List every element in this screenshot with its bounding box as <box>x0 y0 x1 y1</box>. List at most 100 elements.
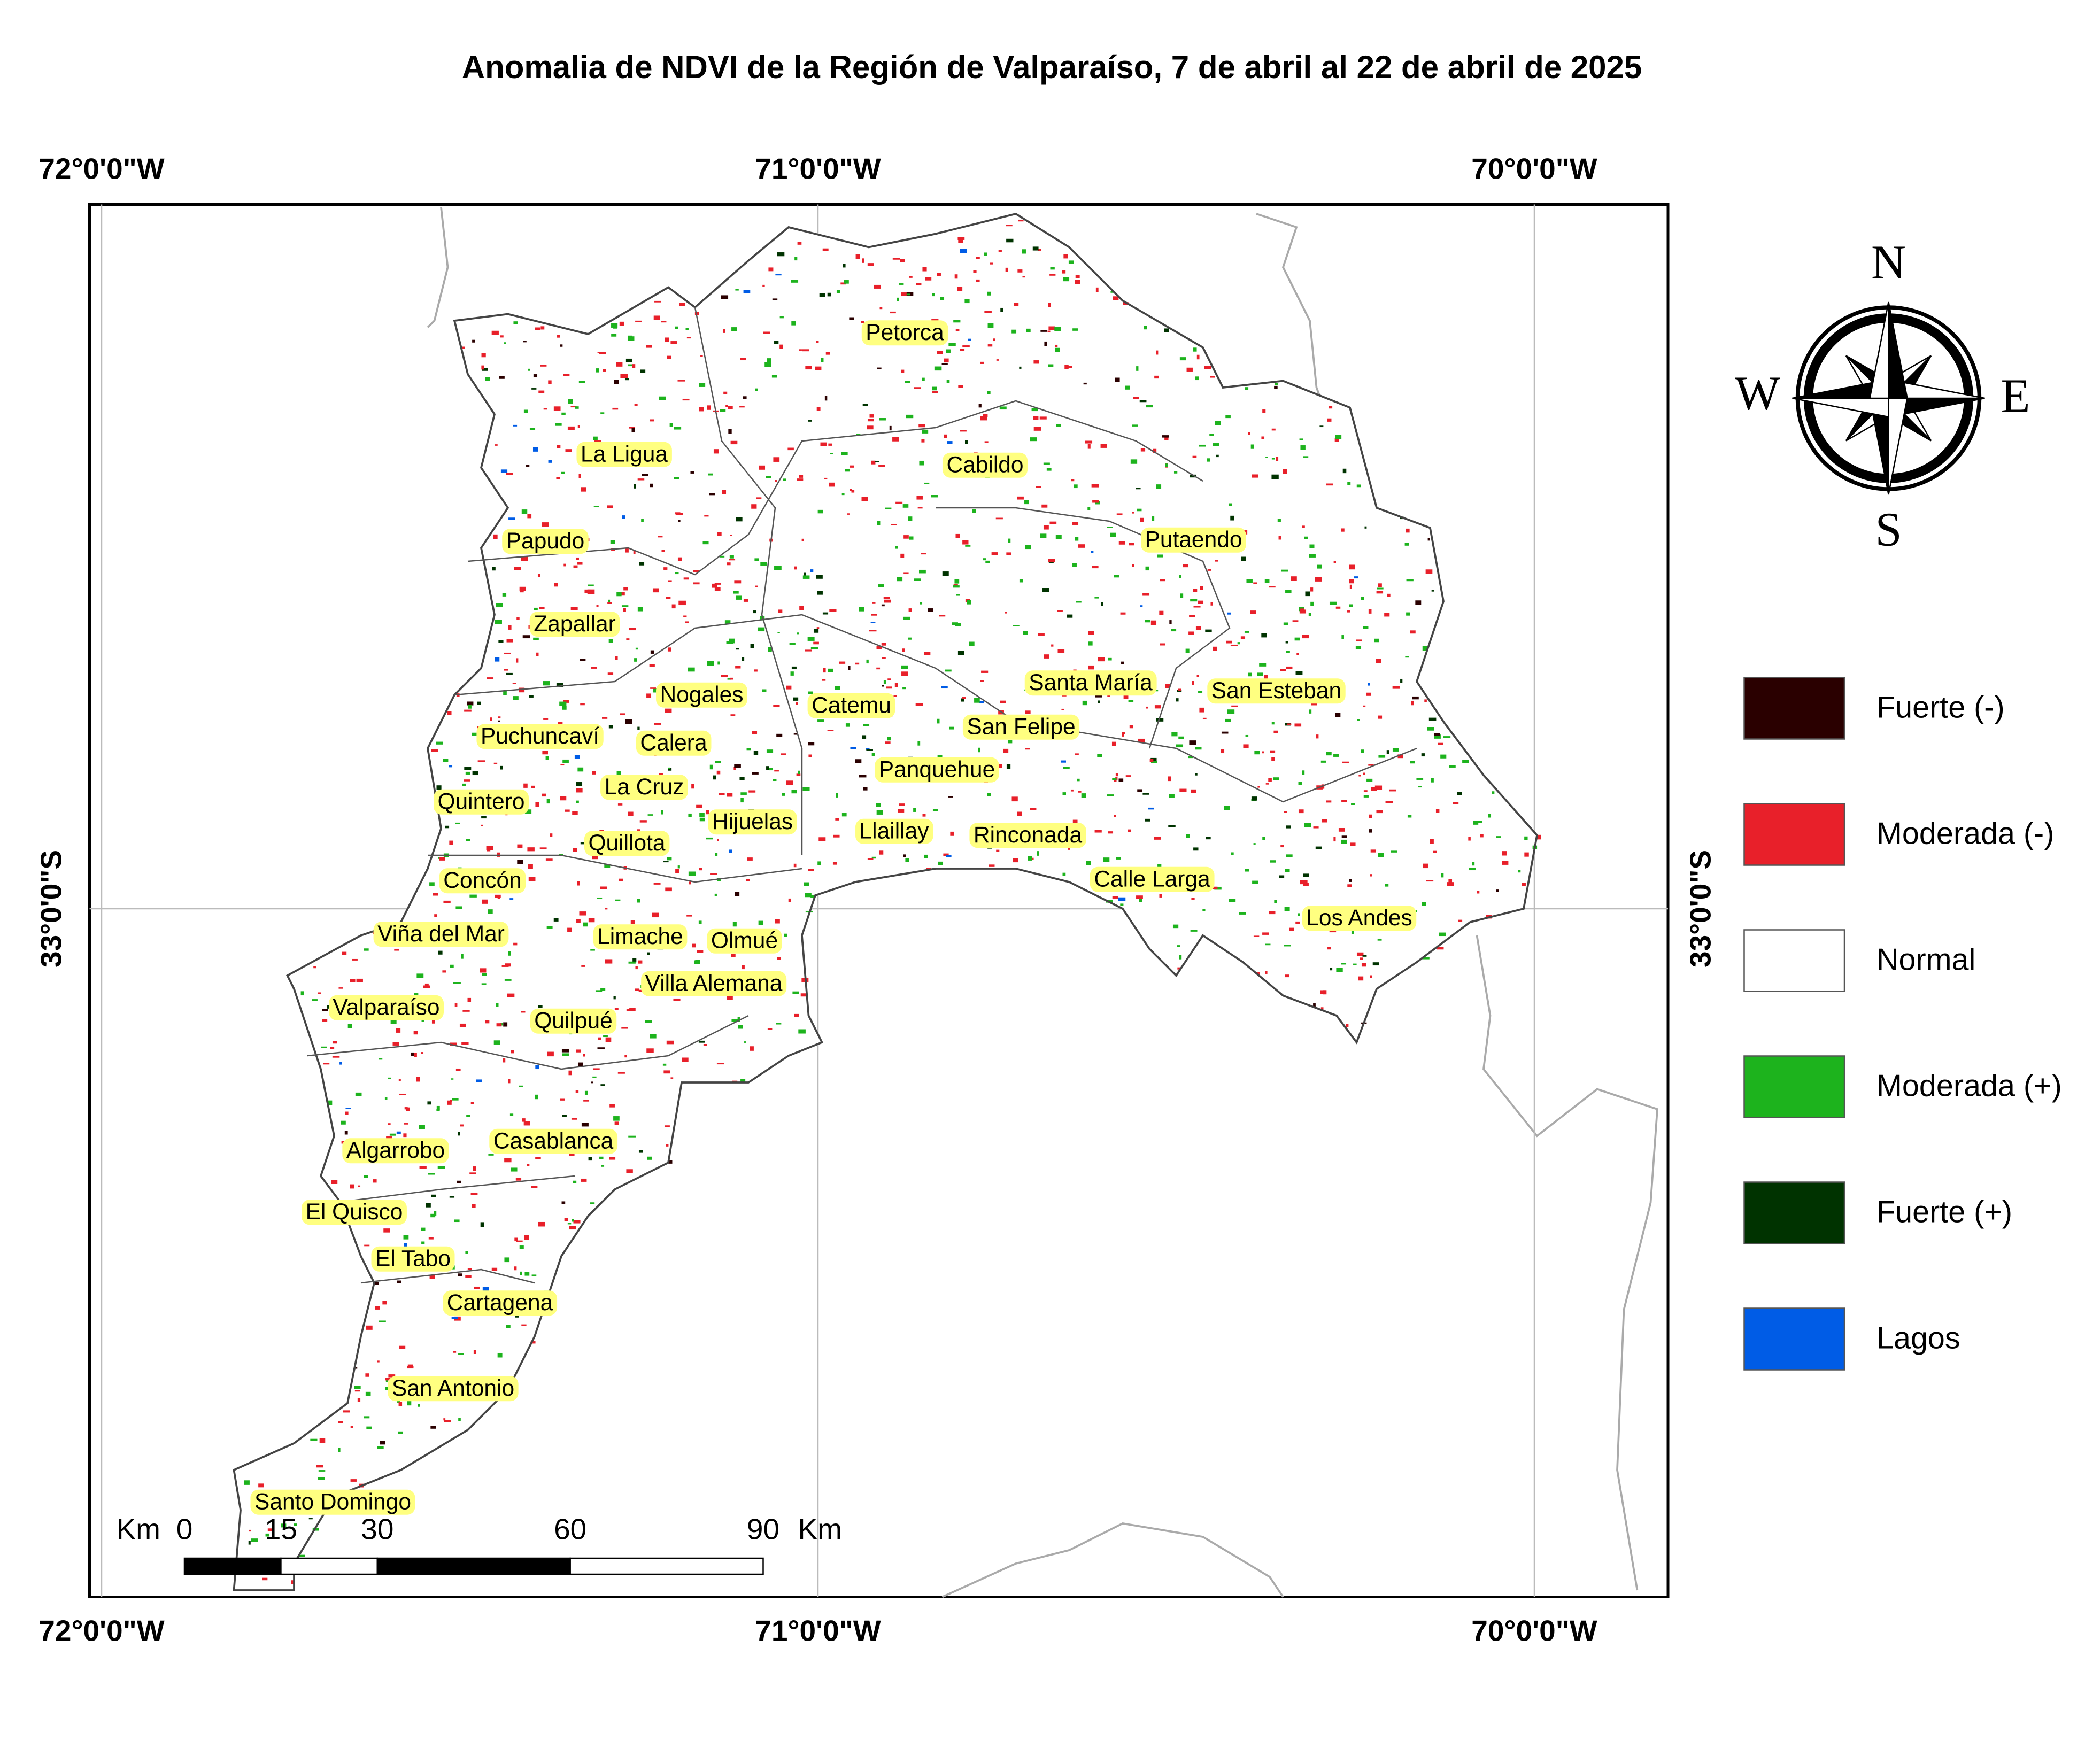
anomaly-pixel <box>1024 500 1029 505</box>
anomaly-pixel <box>735 892 740 896</box>
anomaly-pixel <box>887 678 891 680</box>
anomaly-pixel <box>796 773 801 776</box>
anomaly-pixel <box>477 701 481 705</box>
anomaly-pixel <box>1392 748 1399 752</box>
anomaly-pixel <box>667 857 672 861</box>
anomaly-pixel <box>523 341 527 343</box>
anomaly-pixel <box>1273 777 1279 780</box>
commune-name: Santa María <box>1029 670 1153 695</box>
anomaly-pixel <box>815 366 822 370</box>
anomaly-pixel <box>1407 815 1412 818</box>
anomaly-pixel <box>458 1273 462 1276</box>
anomaly-pixel <box>508 625 512 630</box>
anomaly-pixel <box>1216 454 1219 458</box>
anomaly-pixel <box>777 957 781 960</box>
anomaly-pixel <box>443 759 449 762</box>
anomaly-pixel <box>1316 734 1319 739</box>
anomaly-pixel <box>600 412 605 414</box>
anomaly-pixel <box>1196 354 1200 360</box>
anomaly-pixel <box>759 465 766 470</box>
anomaly-pixel <box>583 922 588 927</box>
anomaly-pixel <box>513 321 518 324</box>
anomaly-pixel <box>1353 963 1357 965</box>
anomaly-pixel <box>698 1040 705 1043</box>
anomaly-pixel <box>635 988 639 991</box>
anomaly-pixel <box>799 606 804 610</box>
anomaly-pixel <box>1313 1003 1316 1007</box>
anomaly-pixel <box>1226 640 1232 644</box>
anomaly-pixel <box>1157 864 1162 869</box>
anomaly-pixel <box>798 770 800 774</box>
anomaly-pixel <box>903 854 906 857</box>
anomaly-pixel <box>1171 629 1177 632</box>
anomaly-pixel <box>508 1079 511 1084</box>
anomaly-pixel <box>563 374 570 376</box>
anomaly-pixel <box>1284 945 1291 947</box>
anomaly-pixel <box>1241 556 1246 561</box>
anomaly-pixel <box>1055 344 1058 347</box>
anomaly-pixel <box>909 536 914 540</box>
anomaly-pixel <box>467 997 472 1002</box>
anomaly-pixel <box>1207 458 1210 462</box>
anomaly-pixel <box>876 667 881 670</box>
anomaly-pixel <box>384 1097 388 1100</box>
anomaly-pixel <box>810 569 814 572</box>
anomaly-pixel <box>1005 267 1008 272</box>
anomaly-pixel <box>596 368 599 373</box>
anomaly-pixel <box>407 1364 413 1368</box>
anomaly-pixel <box>375 1306 380 1310</box>
anomaly-pixel <box>900 553 905 558</box>
anomaly-pixel <box>1245 734 1249 737</box>
anomaly-pixel <box>1298 782 1302 785</box>
commune-border <box>334 1175 575 1204</box>
anomaly-pixel <box>1023 631 1028 635</box>
anomaly-pixel <box>338 1421 343 1423</box>
anomaly-pixel <box>540 326 545 330</box>
anomaly-pixel <box>728 406 733 409</box>
anomaly-pixel <box>1268 778 1272 782</box>
anomaly-pixel <box>379 1058 383 1060</box>
anomaly-pixel <box>844 469 850 472</box>
anomaly-pixel <box>946 380 950 383</box>
commune-border <box>428 854 802 883</box>
anomaly-pixel <box>828 443 832 446</box>
anomaly-pixel <box>443 1418 446 1421</box>
anomaly-pixel <box>557 445 561 448</box>
map-title: Anomalia de NDVI de la Región de Valpara… <box>462 49 1642 85</box>
anomaly-pixel <box>1320 1007 1324 1010</box>
anomaly-pixel <box>805 366 812 370</box>
anomaly-pixel <box>775 274 782 276</box>
commune-label: San Antonio <box>388 1376 519 1402</box>
anomaly-pixel <box>943 853 949 856</box>
anomaly-pixel <box>377 1446 384 1449</box>
anomaly-pixel <box>1426 880 1434 882</box>
anomaly-pixel <box>744 1041 746 1043</box>
anomaly-pixel <box>922 267 927 272</box>
anomaly-pixel <box>668 1160 673 1164</box>
region <box>234 214 1537 1590</box>
anomaly-pixel <box>1374 785 1383 790</box>
anomaly-pixel <box>996 849 1000 852</box>
anomaly-pixel <box>1095 287 1099 292</box>
anomaly-pixel <box>664 1125 670 1127</box>
anomaly-pixel <box>490 717 492 721</box>
anomaly-pixel <box>1333 561 1337 563</box>
anomaly-pixel <box>855 254 860 259</box>
anomaly-pixel <box>449 1196 455 1198</box>
anomaly-pixel <box>1075 753 1079 755</box>
anomaly-pixel <box>1469 867 1476 871</box>
label-halo <box>439 868 526 894</box>
anomaly-pixel <box>515 1177 522 1181</box>
anomaly-pixel <box>1428 717 1437 721</box>
anomaly-pixel <box>481 983 486 985</box>
anomaly-pixel <box>961 698 964 702</box>
anomaly-pixel <box>516 617 520 620</box>
anomaly-pixel <box>717 878 721 881</box>
anomaly-pixel <box>913 808 916 812</box>
anomaly-pixel <box>322 1009 328 1011</box>
anomaly-pixel <box>572 811 578 815</box>
anomaly-pixel <box>521 509 528 514</box>
anomaly-pixel <box>679 303 685 306</box>
anomaly-pixel <box>1140 605 1143 607</box>
anomaly-pixel <box>789 643 796 645</box>
